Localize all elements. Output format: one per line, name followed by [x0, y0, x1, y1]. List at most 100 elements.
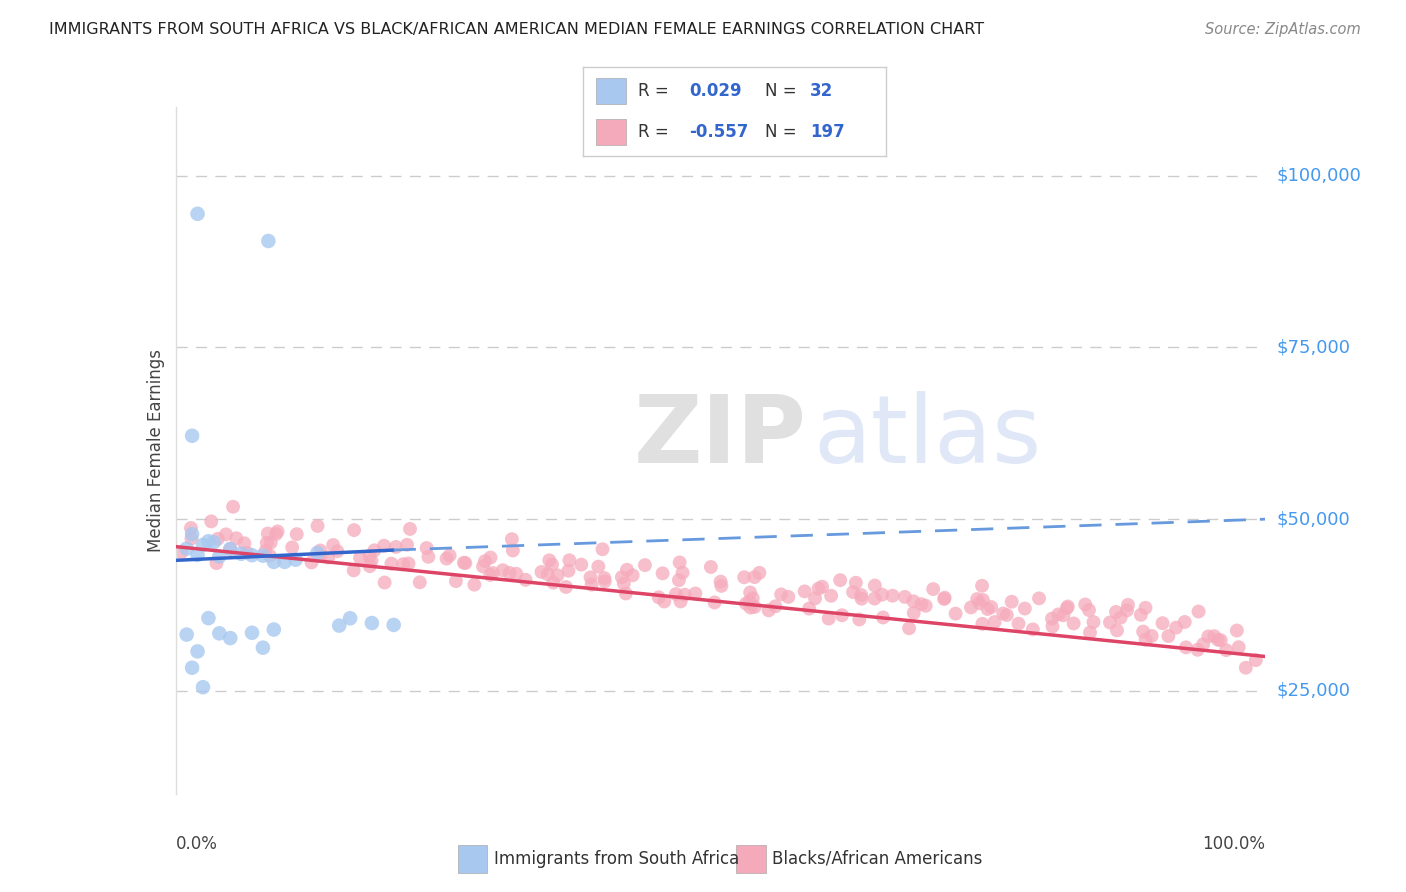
Point: [744, 570, 766, 584]
Point: [1129, 607, 1152, 622]
Point: [181, 527, 204, 541]
Point: [444, 574, 467, 588]
Point: [969, 596, 991, 610]
Point: [186, 207, 209, 221]
Point: [260, 535, 283, 549]
Point: [474, 554, 496, 568]
Point: [934, 592, 956, 607]
Point: [1244, 653, 1267, 667]
Point: [197, 611, 219, 625]
Point: [202, 535, 225, 549]
Point: [976, 602, 998, 616]
Point: [616, 563, 638, 577]
Point: [934, 591, 956, 605]
Point: [671, 566, 693, 580]
Point: [557, 564, 579, 578]
Point: [960, 600, 983, 615]
Point: [748, 566, 770, 580]
Point: [898, 621, 921, 635]
Point: [415, 541, 437, 555]
Point: [1078, 603, 1101, 617]
Point: [1116, 598, 1139, 612]
Point: [740, 585, 762, 599]
Text: 197: 197: [810, 123, 845, 141]
Point: [1042, 619, 1064, 633]
Point: [1028, 591, 1050, 606]
Point: [910, 597, 932, 611]
Point: [436, 551, 458, 566]
Point: [848, 613, 870, 627]
Point: [399, 522, 422, 536]
Text: 100.0%: 100.0%: [1202, 835, 1265, 853]
Point: [1047, 607, 1070, 622]
Point: [1074, 598, 1097, 612]
Point: [252, 549, 274, 563]
Point: [326, 544, 349, 558]
Point: [613, 576, 636, 591]
Point: [225, 531, 247, 545]
Point: [482, 566, 505, 580]
Point: [849, 588, 872, 602]
Point: [538, 553, 561, 567]
Point: [374, 575, 396, 590]
Point: [259, 549, 281, 563]
Point: [222, 500, 245, 514]
Point: [1197, 629, 1219, 643]
Point: [363, 543, 385, 558]
Point: [240, 548, 263, 562]
Point: [1226, 624, 1249, 638]
Point: [614, 586, 637, 600]
Point: [361, 615, 384, 630]
Point: [735, 597, 758, 611]
Point: [665, 587, 688, 601]
Point: [1056, 599, 1078, 614]
Point: [505, 566, 527, 581]
Point: [502, 543, 524, 558]
Point: [863, 591, 886, 606]
Point: [894, 590, 917, 604]
Text: $25,000: $25,000: [1277, 681, 1350, 700]
Point: [543, 575, 565, 590]
Point: [541, 558, 564, 572]
Point: [763, 599, 786, 614]
Point: [621, 568, 644, 582]
Point: [1187, 605, 1209, 619]
Point: [180, 521, 202, 535]
Point: [591, 542, 613, 557]
Point: [1206, 632, 1229, 647]
Point: [197, 534, 219, 549]
Point: [555, 580, 578, 594]
Point: [669, 594, 692, 608]
Text: 0.0%: 0.0%: [176, 835, 218, 853]
Text: Immigrants from South Africa: Immigrants from South Africa: [494, 849, 740, 868]
Point: [373, 539, 395, 553]
Point: [1234, 661, 1257, 675]
Text: Source: ZipAtlas.com: Source: ZipAtlas.com: [1205, 22, 1361, 37]
Point: [1209, 633, 1232, 648]
Point: [703, 595, 725, 609]
Text: Blacks/African Americans: Blacks/African Americans: [772, 849, 983, 868]
Point: [240, 625, 263, 640]
Point: [817, 612, 839, 626]
Point: [593, 574, 616, 589]
Point: [263, 555, 285, 569]
Point: [1157, 629, 1180, 643]
Point: [863, 578, 886, 592]
Bar: [596, 78, 626, 104]
Point: [205, 556, 228, 570]
Point: [579, 570, 602, 584]
Point: [558, 553, 581, 567]
Text: -0.557: -0.557: [689, 123, 748, 141]
Point: [744, 599, 766, 614]
Point: [980, 600, 1002, 615]
Point: [970, 579, 993, 593]
Point: [418, 549, 440, 564]
Point: [301, 555, 323, 569]
Point: [1109, 610, 1132, 624]
Point: [1135, 600, 1157, 615]
Point: [922, 582, 945, 596]
Point: [208, 549, 231, 564]
Point: [181, 661, 204, 675]
Point: [380, 557, 402, 571]
Point: [181, 429, 204, 443]
